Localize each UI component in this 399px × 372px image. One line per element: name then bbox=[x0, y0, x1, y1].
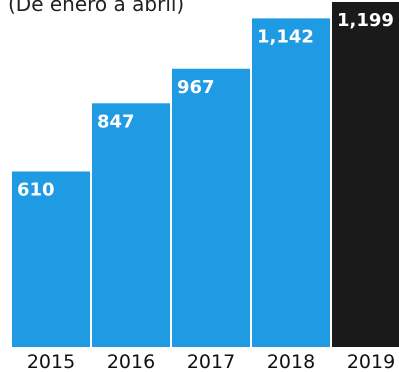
value-label-2018: 1,142 bbox=[257, 26, 314, 47]
x-tick-2017: 2017 bbox=[187, 351, 235, 372]
value-label-2015: 610 bbox=[17, 179, 55, 200]
x-tick-2015: 2015 bbox=[27, 351, 75, 372]
value-labels-group: 610 847 967 1,142 1,199 bbox=[17, 10, 394, 200]
bar-2015 bbox=[12, 171, 90, 347]
value-label-2019: 1,199 bbox=[337, 10, 394, 31]
bars-group bbox=[12, 2, 399, 348]
x-tick-2018: 2018 bbox=[267, 351, 315, 372]
x-tick-2019: 2019 bbox=[347, 351, 395, 372]
x-axis-ticks-group: 2015 2016 2017 2018 2019 bbox=[27, 351, 395, 372]
chart-subtitle: (De enero a abril) bbox=[8, 0, 185, 16]
value-label-2017: 967 bbox=[177, 77, 215, 98]
value-label-2016: 847 bbox=[97, 111, 135, 132]
bar-2018 bbox=[252, 18, 330, 348]
bar-2019 bbox=[332, 2, 399, 347]
bar-2017 bbox=[172, 68, 250, 348]
bar-2016 bbox=[92, 103, 170, 348]
x-tick-2016: 2016 bbox=[107, 351, 155, 372]
